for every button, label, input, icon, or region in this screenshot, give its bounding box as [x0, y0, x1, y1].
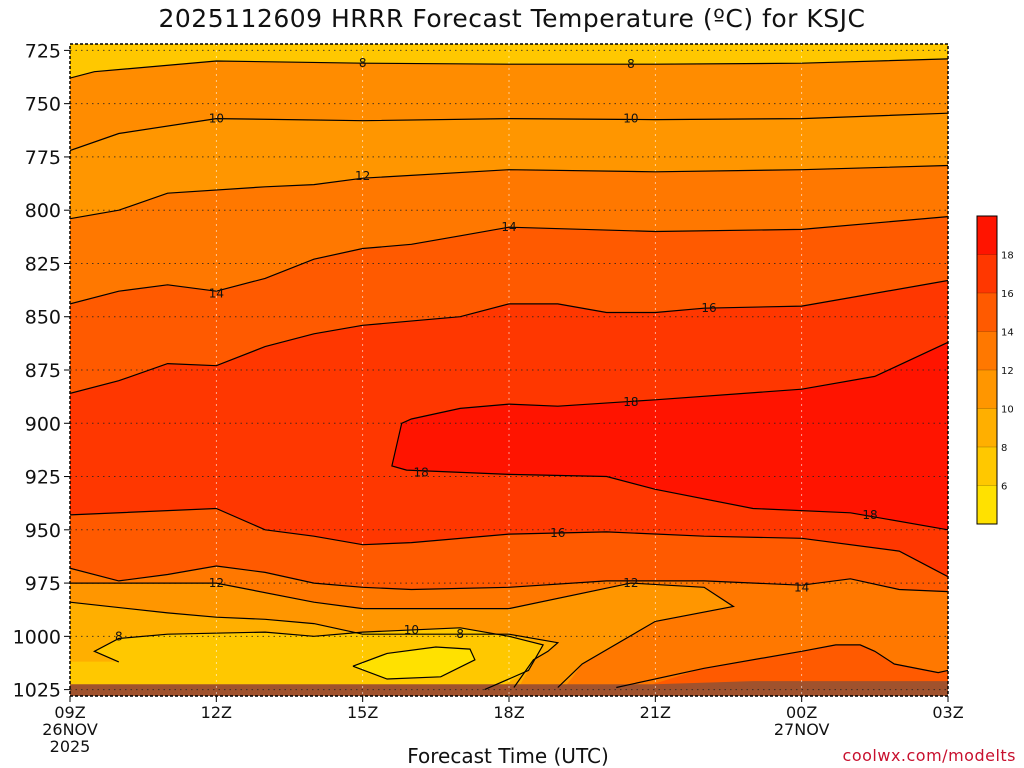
- x-tick-label-03Z: 03Z: [932, 703, 963, 722]
- colorbar-segment-4: [977, 331, 997, 370]
- colorbar-segment-0: [977, 485, 997, 524]
- x-tick-label-15Z: 15Z: [347, 703, 378, 722]
- contour-16-6: [70, 507, 948, 578]
- colorbar-label-8: 8: [1001, 443, 1007, 454]
- y-tick-label-725: 725: [25, 40, 61, 62]
- contour-label-10: 10: [404, 623, 419, 637]
- contour-label-16: 16: [701, 301, 716, 315]
- contour-lines: [70, 58, 948, 691]
- axes: 7257507758008258508759009259509751000102…: [13, 40, 964, 756]
- x-tick-label-18Z: 18Z: [493, 703, 524, 722]
- contour-10-1: [70, 112, 948, 152]
- x-tick-label-00Z: 00Z: [786, 703, 817, 722]
- chart-title: 2025112609 HRRR Forecast Temperature (ºC…: [158, 4, 866, 33]
- colorbar-frame: [976, 215, 998, 525]
- colorbar-label-16: 16: [1001, 289, 1014, 300]
- y-tick-label-750: 750: [25, 94, 61, 116]
- contour-12-8: [70, 582, 735, 688]
- contour-label-8: 8: [456, 627, 464, 641]
- contour-label-8: 8: [627, 57, 635, 71]
- contour-14-7: [70, 565, 948, 593]
- y-tick-label-1000: 1000: [13, 626, 61, 648]
- y-tick-label-875: 875: [25, 360, 61, 382]
- y-tick-label-925: 925: [25, 467, 61, 489]
- x-tick-label-21Z: 21Z: [640, 703, 671, 722]
- y-tick-label-975: 975: [25, 573, 61, 595]
- y-tick-label-1025: 1025: [13, 680, 61, 702]
- contour-6-11: [352, 646, 476, 680]
- contour-12-2: [70, 164, 948, 220]
- x-tick-label-09Z: 09Z: [54, 703, 85, 722]
- y-tick-label-800: 800: [25, 200, 61, 222]
- contour-8-10: [93, 627, 545, 691]
- contour-label-18: 18: [623, 395, 638, 409]
- contour-12-12: [616, 644, 948, 689]
- x-tick-label-26NOV: 26NOV: [42, 720, 98, 739]
- colorbar-label-10: 10: [1001, 405, 1014, 416]
- contour-label-10: 10: [623, 112, 638, 126]
- contour-labels: 8 8 10 10 12 14 14 16 18 18 18 16 14 12 12 10 8 8: [115, 56, 878, 643]
- x-tick-label-12Z: 12Z: [201, 703, 232, 722]
- colorbar: 6 8 10 12 14 16 18: [976, 215, 1014, 525]
- colorbar-segment-2: [977, 408, 997, 447]
- contour-label-18: 18: [414, 465, 429, 479]
- colorbar-segment-1: [977, 447, 997, 486]
- colorbar-segment-5: [977, 293, 997, 332]
- colorbar-segment-6: [977, 254, 997, 293]
- colorbar-label-6: 6: [1001, 482, 1007, 493]
- contour-10-9: [70, 601, 560, 688]
- colorbar-label-18: 18: [1001, 251, 1014, 262]
- colorbar-label-14: 14: [1001, 328, 1014, 339]
- contour-8-0: [70, 58, 948, 79]
- contour-label-12: 12: [355, 169, 370, 183]
- colorbar-label-12: 12: [1001, 366, 1014, 377]
- y-tick-label-850: 850: [25, 307, 61, 329]
- contour-label-14: 14: [209, 286, 224, 300]
- contour-label-12: 12: [209, 576, 224, 590]
- contour-label-16: 16: [550, 526, 565, 540]
- contour-label-14: 14: [794, 580, 809, 594]
- credit-link[interactable]: coolwx.com/modelts: [842, 746, 1016, 765]
- x-tick-label-27NOV: 27NOV: [774, 720, 830, 739]
- colorbar-segment-3: [977, 370, 997, 409]
- contour-label-8: 8: [359, 56, 367, 70]
- y-tick-label-950: 950: [25, 520, 61, 542]
- gridlines: [70, 44, 948, 696]
- contour-label-10: 10: [209, 112, 224, 126]
- contour-label-14: 14: [501, 220, 516, 234]
- y-tick-label-825: 825: [25, 253, 61, 275]
- ground-surface: [70, 681, 948, 696]
- contour-14-3: [70, 216, 948, 305]
- x-tick-label-2025: 2025: [50, 737, 91, 756]
- contour-label-8: 8: [115, 629, 123, 643]
- contour-label-12: 12: [623, 576, 638, 590]
- colorbar-segment-7: [977, 216, 997, 255]
- contour-18-5: [391, 341, 948, 531]
- contour-label-18: 18: [862, 508, 877, 522]
- y-tick-label-775: 775: [25, 147, 61, 169]
- y-tick-label-900: 900: [25, 413, 61, 435]
- x-axis-title: Forecast Time (UTC): [407, 744, 609, 768]
- contour-16-4: [70, 279, 948, 394]
